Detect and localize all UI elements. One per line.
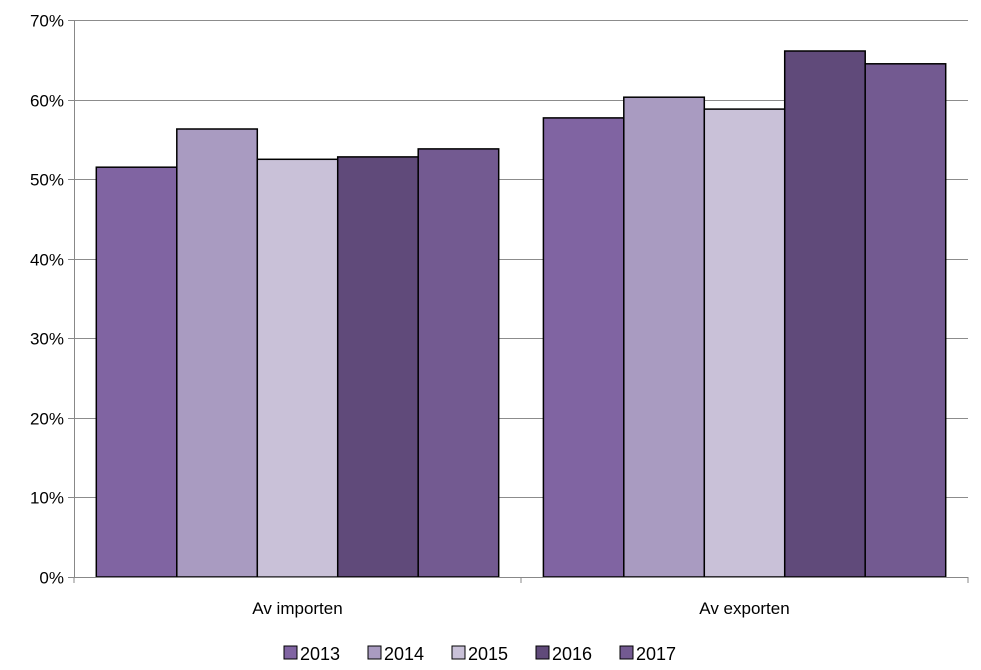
- y-tick-label: 20%: [30, 410, 64, 429]
- legend-swatch-2016: [535, 645, 550, 660]
- y-tick-label: 60%: [30, 92, 64, 111]
- legend-label-2016: 2016: [552, 644, 592, 664]
- legend-swatch-2013: [283, 645, 298, 660]
- legend-swatch-2015: [451, 645, 466, 660]
- bar-2013-1: [542, 117, 625, 578]
- y-tick-label: 50%: [30, 171, 64, 190]
- bars: [95, 50, 947, 578]
- y-tick-label: 40%: [30, 251, 64, 270]
- bar-2014-1: [623, 96, 706, 578]
- legend-label-2015: 2015: [468, 644, 508, 664]
- y-tick-label: 10%: [30, 489, 64, 508]
- bar-2017-1: [864, 63, 947, 578]
- bar-2013-0: [95, 166, 178, 578]
- legend-swatch-2017: [619, 645, 634, 660]
- y-axis-ticks: 0% 10% 20% 30% 40% 50% 60% 70%: [30, 12, 74, 588]
- bar-2017-0: [417, 148, 500, 578]
- legend-label-2014: 2014: [384, 644, 424, 664]
- x-category-label: Av importen: [252, 599, 342, 618]
- legend: 2013 2014 2015 2016 2017: [283, 644, 676, 664]
- y-tick-label: 0%: [39, 569, 64, 588]
- bar-2015-1: [703, 108, 786, 578]
- x-category-label: Av exporten: [699, 599, 789, 618]
- y-tick-label: 30%: [30, 330, 64, 349]
- bar-2016-1: [783, 50, 866, 578]
- legend-label-2013: 2013: [300, 644, 340, 664]
- legend-swatch-2014: [367, 645, 382, 660]
- x-axis-labels: Av importen Av exporten: [73, 577, 969, 618]
- bar-2014-0: [176, 128, 259, 578]
- y-tick-label: 70%: [30, 12, 64, 31]
- bar-2016-0: [336, 156, 419, 578]
- bar-2015-0: [256, 158, 339, 578]
- legend-label-2017: 2017: [636, 644, 676, 664]
